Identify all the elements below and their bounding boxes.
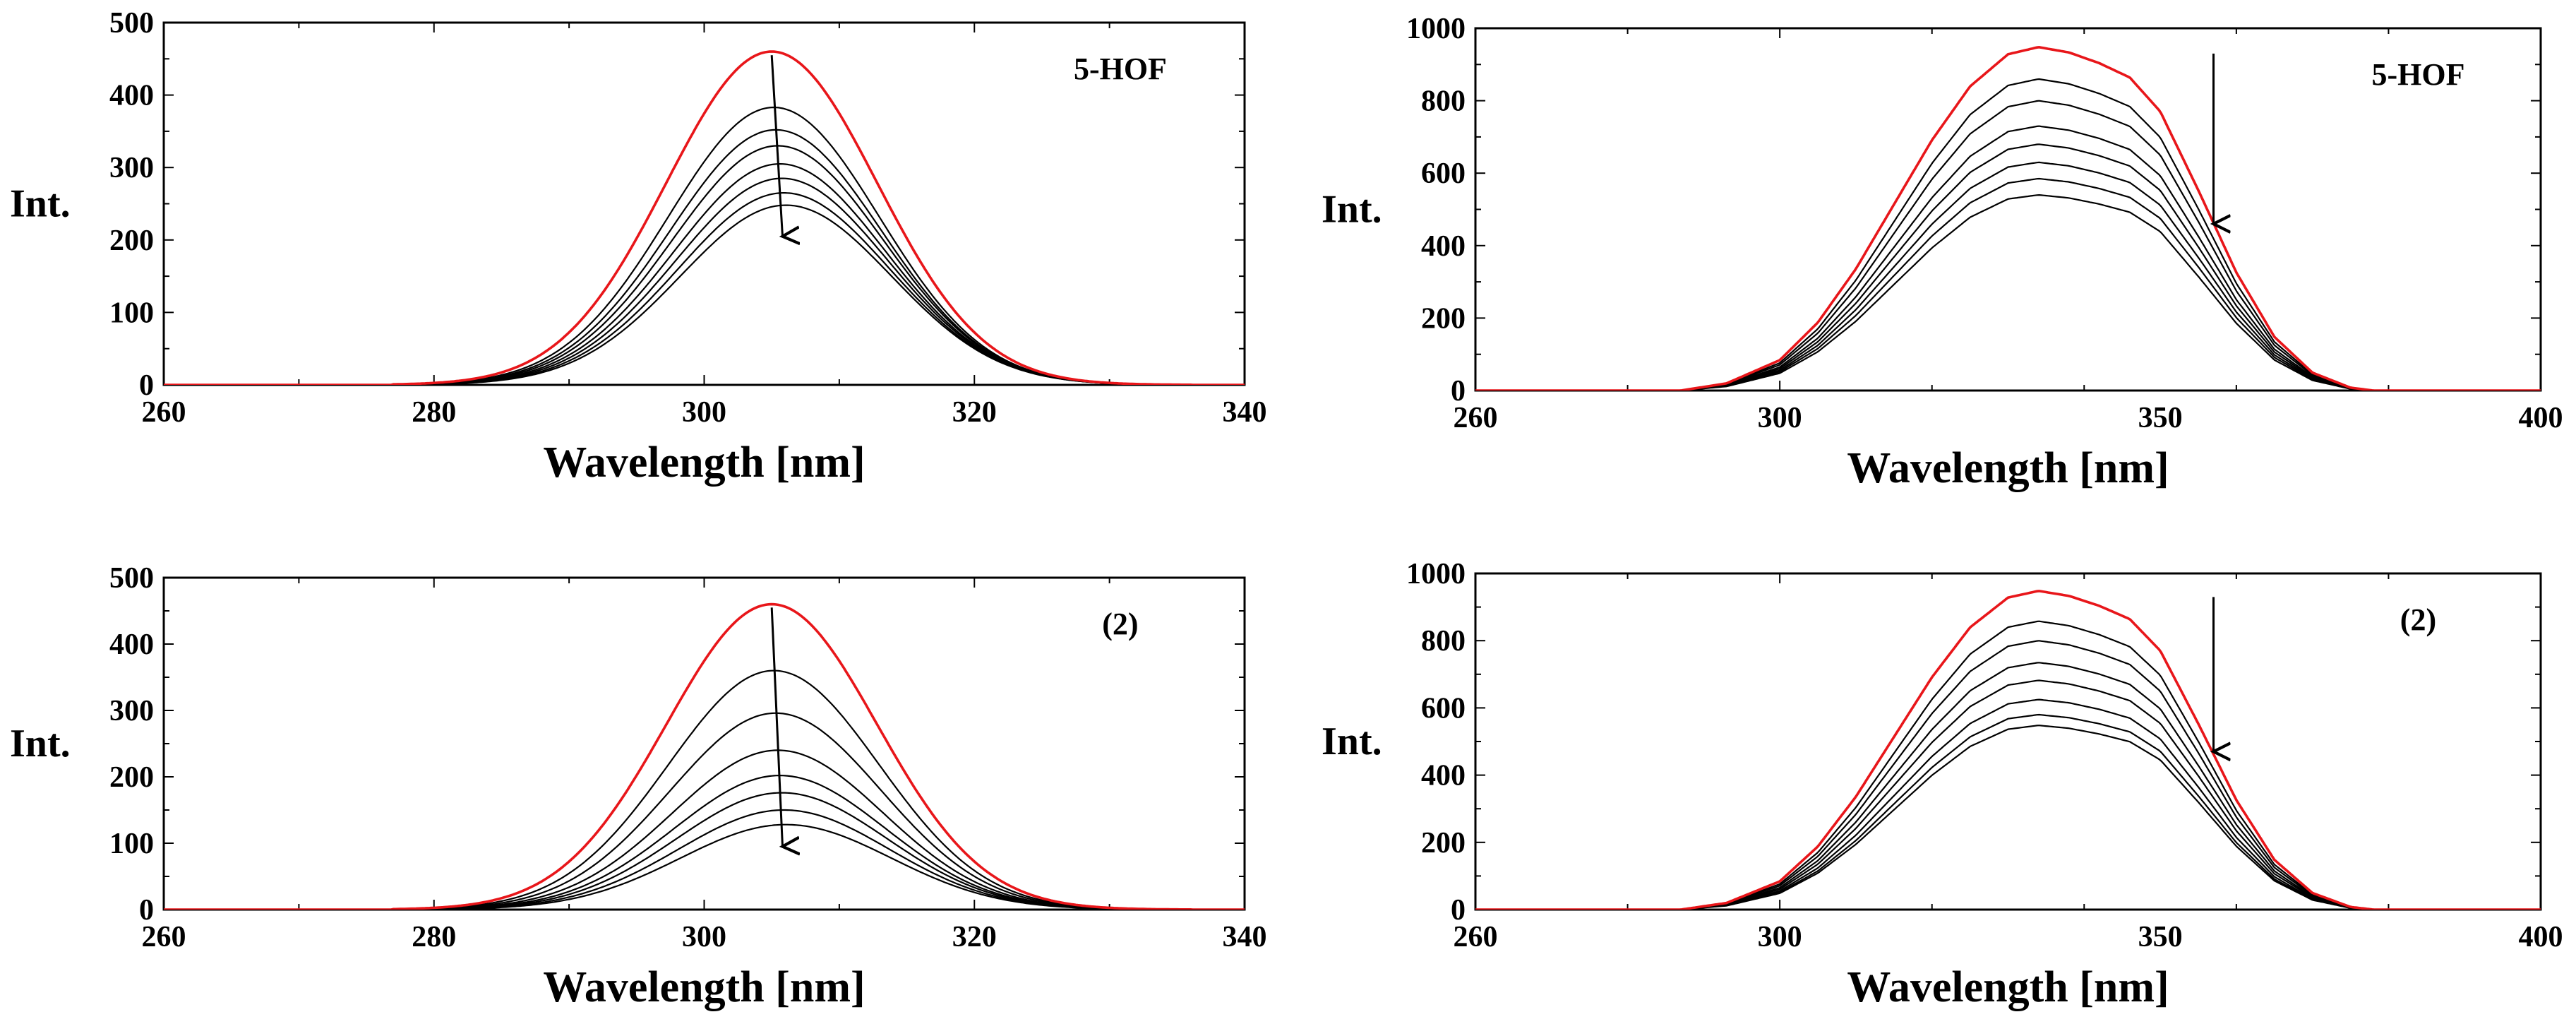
series-line-2 [164,712,1245,910]
x-tick-label: 280 [412,396,456,429]
panel-label: 5-HOF [1074,52,1167,86]
trend-arrow [770,55,782,237]
chart-panel-3: 260 280 300 320 340 0 100 200 300 400 500 Wavelengt… [10,562,1267,1011]
y-tick-label: 500 [109,562,154,595]
series-line-2 [1475,640,2541,910]
series-line-0 [164,50,1245,385]
series-line-6 [164,192,1245,385]
series-line-1 [1475,78,2541,391]
series-line-1 [164,669,1245,910]
y-tick-label: 600 [1421,692,1466,725]
y-tick-label: 500 [109,7,154,40]
y-tick-label: 300 [109,695,154,727]
series-line-1 [164,106,1245,385]
x-tick-label: 400 [2519,402,2563,434]
x-tick-label: 320 [952,921,997,953]
x-tick-label: 340 [1223,921,1267,953]
x-tick-label: 260 [142,396,186,429]
y-axis-title: Int. [10,182,71,226]
x-tick-label: 300 [682,921,726,953]
trend-arrow [770,607,782,846]
series-line-5 [164,792,1245,910]
chart-panel-1: 260 280 300 320 340 0 100 200 300 400 500 Wavelengt… [10,7,1267,487]
x-tick-label: 300 [1758,921,1802,953]
x-axis-title: Wavelength [nm] [1847,444,2169,492]
x-tick-label: 300 [1758,402,1802,434]
series-line-6 [1475,177,2541,391]
series-line-3 [1475,662,2541,910]
x-tick-label: 340 [1223,396,1267,429]
y-axis-title: Int. [10,722,71,766]
series-line-4 [1475,143,2541,391]
plot-frame [1474,572,2542,911]
series-line-7 [164,823,1245,910]
series-line-2 [1475,100,2541,391]
series-line-0 [164,602,1245,910]
series-line-5 [1475,698,2541,910]
plot-frame [162,576,1246,911]
series-group [164,602,1245,910]
x-tick-label: 260 [1454,402,1498,434]
series-line-2 [164,129,1245,385]
series-line-3 [164,749,1245,910]
x-tick-label: 260 [1454,921,1498,953]
y-tick-label: 200 [109,225,154,257]
series-line-5 [164,177,1245,385]
y-tick-label: 400 [109,80,154,112]
x-axis-title: Wavelength [nm] [1847,963,2169,1011]
x-tick-label: 320 [952,396,997,429]
series-group [1475,45,2541,391]
panel-label: (2) [2400,602,2436,637]
x-tick-label: 280 [412,921,456,953]
y-tick-label: 0 [139,369,154,402]
panel-label: (2) [1102,607,1138,641]
x-tick-label: 300 [682,396,726,429]
series-line-6 [1475,713,2541,910]
series-line-4 [164,775,1245,910]
series-line-5 [1475,161,2541,391]
y-tick-label: 100 [109,828,154,860]
y-tick-label: 600 [1421,157,1466,190]
x-tick-label: 260 [142,921,186,953]
y-tick-label: 200 [1421,827,1466,859]
series-line-7 [1475,725,2541,910]
series-group [1475,590,2541,910]
y-tick-label: 0 [1451,375,1466,407]
x-axis-title: Wavelength [nm] [543,439,865,487]
chart-panel-2: 260 300 350 400 0 200 400 600 800 1000 Wavelength … [1322,13,2563,492]
y-tick-label: 1000 [1406,13,1466,45]
y-tick-label: 100 [109,297,154,329]
y-tick-label: 800 [1421,625,1466,657]
y-tick-label: 400 [1421,230,1466,263]
y-tick-label: 200 [109,761,154,794]
y-axis-title: Int. [1322,188,1382,232]
series-line-3 [1475,125,2541,391]
series-line-0 [1475,590,2541,910]
y-tick-label: 0 [1451,894,1466,927]
panel-label: 5-HOF [2371,57,2464,92]
series-line-0 [1475,45,2541,391]
series-group [164,50,1245,385]
chart-panel-4: 260 300 350 400 0 200 400 600 800 1000 Wavelength … [1322,558,2563,1011]
y-tick-label: 0 [139,894,154,927]
series-line-7 [164,204,1245,385]
y-axis-title: Int. [1322,720,1382,763]
x-axis-title: Wavelength [nm] [543,963,865,1011]
series-line-4 [1475,679,2541,910]
y-tick-label: 200 [1421,302,1466,335]
y-tick-label: 300 [109,152,154,184]
y-tick-label: 400 [109,629,154,661]
x-tick-label: 350 [2138,402,2183,434]
x-tick-label: 350 [2138,921,2183,953]
y-tick-label: 400 [1421,760,1466,792]
x-tick-label: 400 [2519,921,2563,953]
series-line-1 [1475,620,2541,910]
y-tick-label: 1000 [1406,558,1466,590]
series-line-6 [164,809,1245,910]
series-line-7 [1475,193,2541,391]
y-tick-label: 800 [1421,85,1466,118]
